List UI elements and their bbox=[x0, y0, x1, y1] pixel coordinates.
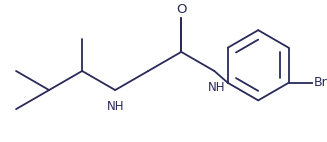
Text: Br: Br bbox=[314, 76, 327, 89]
Text: O: O bbox=[176, 3, 186, 16]
Text: NH: NH bbox=[106, 100, 124, 113]
Text: NH: NH bbox=[207, 81, 225, 94]
